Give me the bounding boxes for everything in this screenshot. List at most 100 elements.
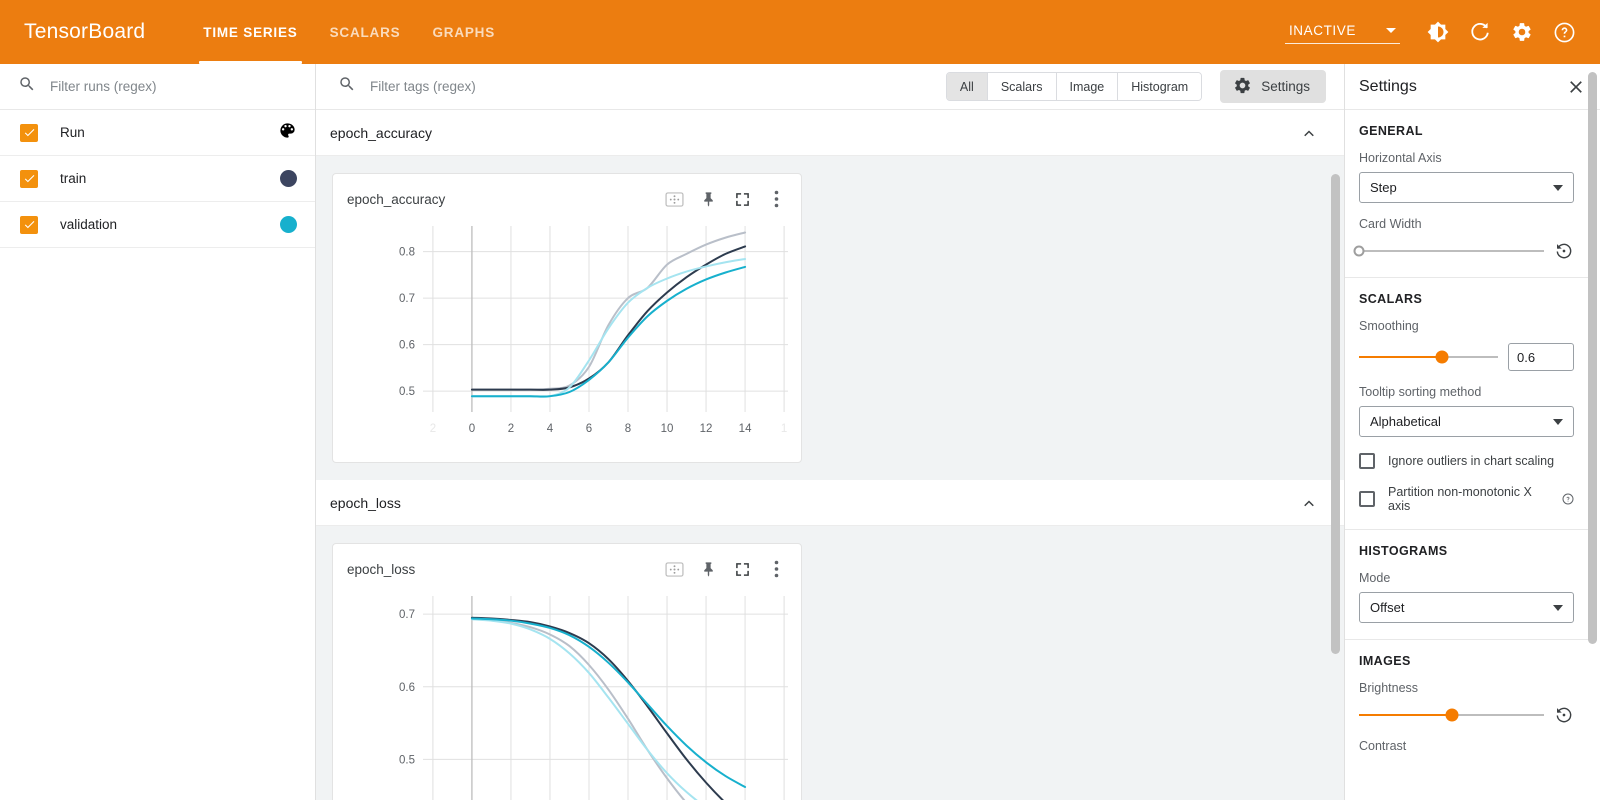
pin-icon[interactable] — [697, 188, 719, 210]
settings-panel: Settings GENERAL Horizontal Axis Step Ca… — [1344, 64, 1600, 800]
checkbox-checked-icon[interactable] — [20, 169, 38, 188]
partition-x-axis-text: Partition non-monotonic X axis — [1388, 485, 1532, 513]
runs-filter-input[interactable] — [50, 79, 299, 94]
close-icon[interactable] — [1566, 77, 1586, 97]
horizontal-axis-select[interactable]: Step — [1359, 172, 1574, 203]
card-width-label: Card Width — [1359, 217, 1422, 231]
card-width-slider-knob[interactable] — [1353, 245, 1365, 257]
content-scroll-area: epoch_accuracy epoch_accuracy — [316, 110, 1344, 800]
histogram-mode-select[interactable]: Offset — [1359, 592, 1574, 623]
pin-icon[interactable] — [697, 558, 719, 580]
run-color-dot[interactable] — [280, 216, 297, 233]
settings-toggle-button[interactable]: Settings — [1220, 70, 1326, 103]
settings-gear-icon[interactable] — [1502, 12, 1542, 52]
more-vert-icon[interactable] — [765, 558, 787, 580]
fit-domain-icon[interactable] — [663, 558, 685, 580]
tab-label: SCALARS — [329, 24, 401, 40]
smoothing-label: Smoothing — [1359, 319, 1419, 333]
tab-graphs[interactable]: GRAPHS — [416, 0, 511, 64]
svg-text:0.6: 0.6 — [399, 340, 415, 352]
brightness-slider-knob[interactable] — [1445, 708, 1458, 722]
smoothing-value-input[interactable] — [1508, 343, 1574, 371]
settings-title: Settings — [1359, 77, 1417, 95]
svg-text:0.5: 0.5 — [399, 386, 415, 398]
brightness-reset-icon[interactable] — [1554, 705, 1574, 725]
chevron-up-icon[interactable] — [1294, 488, 1324, 518]
ignore-outliers-checkbox-row[interactable]: Ignore outliers in chart scaling — [1359, 453, 1574, 469]
chevron-down-icon — [1553, 184, 1563, 191]
run-label: train — [60, 171, 87, 186]
smoothing-slider-row — [1359, 343, 1574, 371]
tab-scalars[interactable]: SCALARS — [314, 0, 417, 64]
plot-epoch-accuracy[interactable]: 0.5 0.6 0.7 0.8 2 0 2 4 6 8 10 12 14 1 — [333, 212, 801, 462]
group-header-epoch-accuracy[interactable]: epoch_accuracy — [316, 110, 1344, 156]
group-title: epoch_loss — [330, 494, 401, 511]
fit-domain-icon[interactable] — [663, 188, 685, 210]
app-header: TensorBoard TIME SERIES SCALARS GRAPHS I… — [0, 0, 1600, 64]
settings-scrollbar-thumb[interactable] — [1588, 72, 1597, 644]
brightness-icon[interactable] — [1418, 12, 1458, 52]
svg-text:1: 1 — [781, 423, 787, 435]
more-vert-icon[interactable] — [765, 188, 787, 210]
filter-all[interactable]: All — [946, 73, 988, 100]
checkbox-checked-icon[interactable] — [20, 215, 38, 234]
brightness-slider-row — [1359, 705, 1574, 725]
search-icon — [18, 75, 36, 98]
run-row-header[interactable]: Run — [0, 110, 315, 156]
filter-image[interactable]: Image — [1056, 73, 1119, 100]
main-scrollbar-thumb[interactable] — [1331, 174, 1340, 654]
svg-text:12: 12 — [700, 423, 713, 435]
partition-x-axis-checkbox-row[interactable]: Partition non-monotonic X axis — [1359, 485, 1574, 513]
svg-text:0.8: 0.8 — [399, 247, 415, 259]
svg-text:2: 2 — [508, 423, 514, 435]
filter-scalars[interactable]: Scalars — [987, 73, 1057, 100]
chevron-down-icon — [1553, 418, 1563, 425]
section-histograms: HISTOGRAMS Mode Offset — [1345, 530, 1588, 640]
svg-text:8: 8 — [625, 423, 631, 435]
section-scalars: SCALARS Smoothing Tooltip sorting method… — [1345, 278, 1588, 530]
svg-text:0.7: 0.7 — [399, 609, 415, 621]
chevron-up-icon[interactable] — [1294, 118, 1324, 148]
fullscreen-icon[interactable] — [731, 558, 753, 580]
palette-icon[interactable] — [278, 121, 297, 145]
smoothing-slider-knob[interactable] — [1435, 350, 1449, 364]
filter-histogram[interactable]: Histogram — [1118, 73, 1202, 100]
card-width-slider[interactable] — [1353, 245, 1544, 257]
reload-interval-select[interactable]: INACTIVE — [1284, 21, 1400, 44]
svg-text:0.6: 0.6 — [399, 682, 415, 694]
svg-text:2: 2 — [430, 423, 436, 435]
settings-body: GENERAL Horizontal Axis Step Card Width — [1345, 110, 1600, 800]
horizontal-axis-label: Horizontal Axis — [1359, 151, 1442, 165]
run-row-train[interactable]: train — [0, 156, 315, 202]
tag-filter-input[interactable] — [370, 79, 946, 94]
checkbox-unchecked-icon[interactable] — [1359, 453, 1375, 469]
section-title: HISTOGRAMS — [1359, 544, 1448, 558]
runs-filter-row — [0, 64, 315, 110]
tab-time-series[interactable]: TIME SERIES — [187, 0, 313, 64]
run-label: Run — [60, 125, 85, 140]
tooltip-sort-select[interactable]: Alphabetical — [1359, 406, 1574, 437]
search-icon — [338, 75, 356, 98]
partition-x-axis-label: Partition non-monotonic X axis — [1388, 485, 1574, 513]
group-header-epoch-loss[interactable]: epoch_loss — [316, 480, 1344, 526]
refresh-icon[interactable] — [1460, 12, 1500, 52]
brightness-label: Brightness — [1359, 681, 1419, 695]
tab-label: TIME SERIES — [203, 24, 298, 40]
run-color-dot[interactable] — [280, 170, 297, 187]
help-circle-icon[interactable] — [1562, 493, 1574, 505]
checkbox-checked-icon[interactable] — [20, 123, 38, 142]
fullscreen-icon[interactable] — [731, 188, 753, 210]
gear-icon — [1233, 76, 1252, 98]
tag-search — [338, 75, 946, 98]
plot-epoch-loss[interactable]: 0.5 0.6 0.7 — [333, 582, 801, 800]
tooltip-sort-value: Alphabetical — [1370, 414, 1441, 429]
run-row-validation[interactable]: validation — [0, 202, 315, 248]
checkbox-unchecked-icon[interactable] — [1359, 491, 1375, 507]
card-width-reset-icon[interactable] — [1554, 241, 1574, 261]
help-icon[interactable] — [1544, 12, 1584, 52]
card-header: epoch_accuracy — [333, 184, 801, 212]
brightness-slider[interactable] — [1359, 708, 1544, 722]
nav-tabs: TIME SERIES SCALARS GRAPHS — [187, 0, 511, 64]
smoothing-slider[interactable] — [1359, 350, 1498, 364]
